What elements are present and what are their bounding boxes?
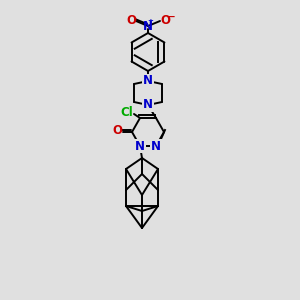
Text: N: N bbox=[143, 20, 153, 32]
Text: N: N bbox=[143, 98, 153, 112]
Text: O: O bbox=[160, 14, 170, 26]
Text: O: O bbox=[126, 14, 136, 26]
Text: N: N bbox=[151, 140, 161, 152]
Text: N: N bbox=[143, 74, 153, 88]
Text: O: O bbox=[112, 124, 122, 137]
Text: −: − bbox=[167, 12, 176, 22]
Text: Cl: Cl bbox=[121, 106, 134, 118]
Text: +: + bbox=[147, 18, 153, 24]
Text: N: N bbox=[135, 140, 145, 152]
